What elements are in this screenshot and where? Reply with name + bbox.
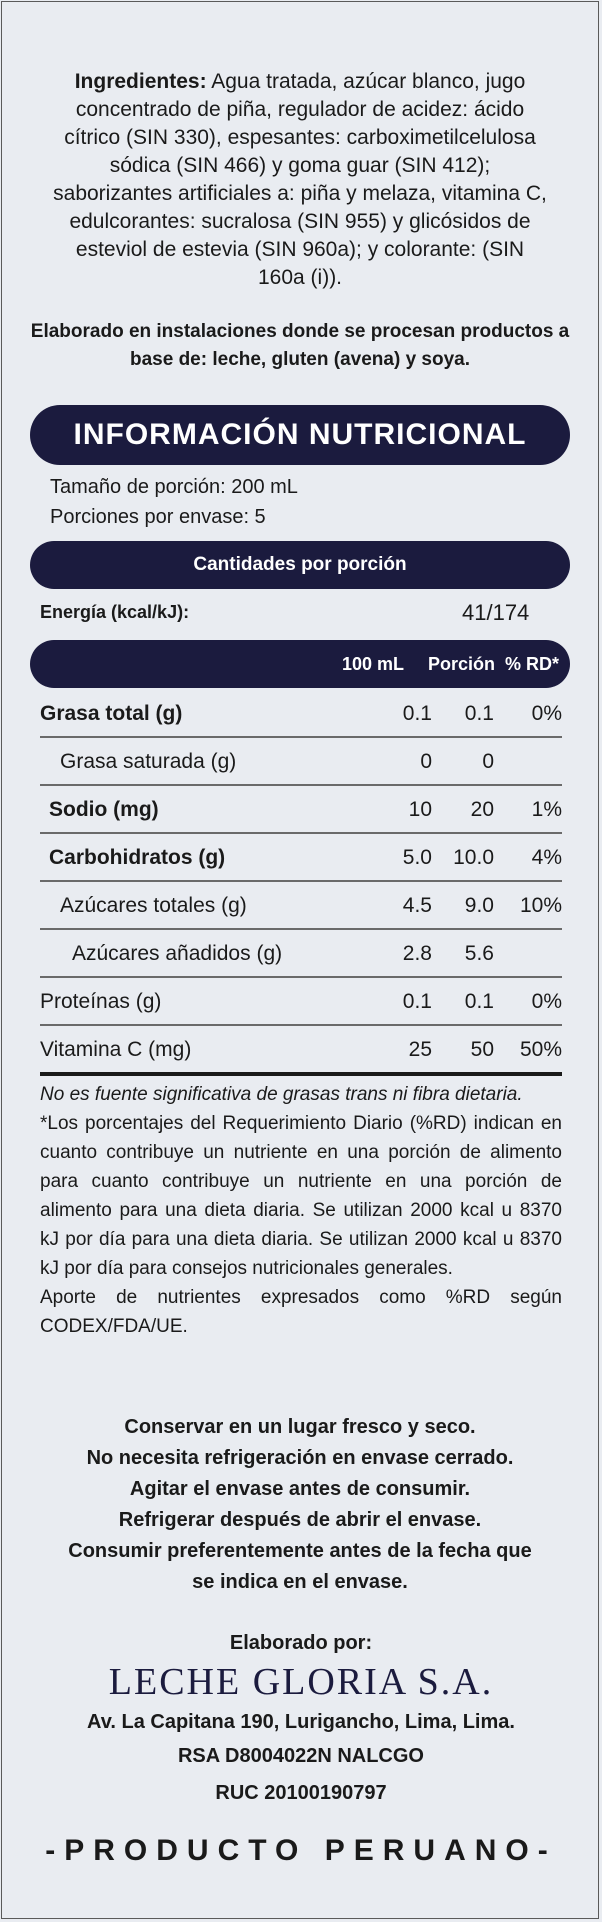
nutrient-table: Grasa total (g) 0.1 0.1 0% Grasa saturad… — [40, 690, 562, 1076]
nutrient-rd: 0% — [531, 990, 562, 1013]
energy-label: Energía (kcal/kJ): — [40, 602, 190, 622]
trans-fat-note: No es fuente significativa de grasas tra… — [40, 1084, 523, 1105]
nutrient-portion: 0.1 — [464, 990, 494, 1013]
nutrient-portion: 9.0 — [464, 894, 494, 917]
col-portion: Porción — [428, 653, 496, 674]
nutrient-rd: 1% — [531, 798, 562, 821]
nutrient-rd: 50% — [519, 1038, 562, 1061]
nutrient-label: Sodio (mg) — [49, 798, 159, 821]
nutrient-label: Grasa total (g) — [40, 702, 183, 725]
col-rd: % RD* — [505, 653, 560, 674]
table-row: Carbohidratos (g) 5.0 10.0 4% — [40, 834, 562, 882]
nutrient-100ml: 0.1 — [402, 990, 432, 1013]
nutrient-label: Vitamina C (mg) — [40, 1038, 192, 1061]
nutrient-label: Azúcares totales (g) — [60, 894, 247, 917]
nutrient-100ml: 25 — [408, 1038, 432, 1061]
energy-value: 41/174 — [462, 600, 530, 625]
columns-header-band: 100 mL Porción % RD* — [30, 640, 570, 688]
rd-explanation: *Los porcentajes del Requerimiento Diari… — [40, 1113, 562, 1279]
col-100ml: 100 mL — [342, 653, 405, 674]
nutrient-label: Carbohidratos (g) — [49, 846, 226, 869]
rd-source: Aporte de nutrientes expresados como %RD… — [40, 1287, 562, 1337]
nutrient-portion: 50 — [470, 1038, 494, 1061]
amounts-header-band: Cantidades por porción — [30, 541, 570, 589]
table-row: Vitamina C (mg) 25 50 50% — [40, 1026, 562, 1076]
storage-line: Conservar en un lugar fresco y seco. — [124, 1416, 476, 1438]
storage-line: Agitar el envase antes de consumir. — [129, 1478, 471, 1500]
storage-line: Consumir preferentemente antes de la fec… — [68, 1540, 532, 1562]
nutrient-rd: 0% — [531, 702, 562, 725]
company-address: Av. La Capitana 190, Lurigancho, Lima, L… — [87, 1711, 515, 1733]
nutrient-portion: 10.0 — [453, 846, 494, 869]
ingredients-text: Ingredientes: Agua tratada, azúcar blanc… — [50, 68, 550, 292]
table-row: Azúcares añadidos (g) 2.8 5.6 — [40, 930, 562, 978]
table-row: Sodio (mg) 10 20 1% — [40, 786, 562, 834]
storage-line: se indica en el envase. — [192, 1571, 408, 1593]
nutrient-100ml: 2.8 — [402, 942, 432, 965]
nutrient-portion: 20 — [470, 798, 494, 821]
nutrition-title-band: INFORMACIÓN NUTRICIONAL — [30, 405, 570, 465]
nutrient-rd: 10% — [519, 894, 562, 917]
storage-instructions: Conservar en un lugar fresco y seco. No … — [30, 1412, 570, 1598]
origin-label: -PRODUCTO PERUANO- — [45, 1834, 557, 1867]
nutrient-rd: 4% — [531, 846, 562, 869]
table-row: Proteínas (g) 0.1 0.1 0% — [40, 978, 562, 1026]
nutrient-100ml: 4.5 — [402, 894, 432, 917]
table-row: Grasa total (g) 0.1 0.1 0% — [40, 690, 562, 738]
rsa-code: RSA D8004022N NALCGO — [177, 1745, 424, 1767]
nutrient-label: Proteínas (g) — [40, 990, 162, 1013]
nutrient-portion: 0.1 — [464, 702, 494, 725]
storage-line: Refrigerar después de abrir el envase. — [118, 1509, 482, 1531]
nutrient-100ml: 5.0 — [402, 846, 432, 869]
nutrient-100ml: 0.1 — [402, 702, 432, 725]
amounts-header: Cantidades por porción — [193, 554, 407, 575]
nutrient-label: Azúcares añadidos (g) — [72, 942, 283, 965]
ruc-code: RUC 20100190797 — [215, 1782, 387, 1804]
servings-per-container: Porciones por envase: 5 — [50, 506, 266, 528]
nutrient-portion: 0 — [482, 750, 494, 773]
nutrition-title: INFORMACIÓN NUTRICIONAL — [73, 418, 527, 451]
ingredients-label: Ingredientes: — [74, 70, 207, 93]
nutrient-label: Grasa saturada (g) — [60, 750, 237, 773]
nutrient-portion: 5.6 — [464, 942, 494, 965]
table-row: Azúcares totales (g) 4.5 9.0 10% — [40, 882, 562, 930]
company-name: LECHE GLORIA S.A. — [108, 1661, 494, 1703]
storage-line: No necesita refrigeración en envase cerr… — [86, 1447, 514, 1469]
serving-size: Tamaño de porción: 200 mL — [50, 476, 298, 498]
made-by-label: Elaborado por: — [229, 1632, 373, 1654]
nutrient-100ml: 10 — [408, 798, 432, 821]
allergen-notice: Elaborado en instalaciones donde se proc… — [30, 321, 570, 370]
ingredients-list: Agua tratada, azúcar blanco, jugo concen… — [53, 70, 547, 289]
table-row: Grasa saturada (g) 0 0 — [40, 738, 562, 786]
nutrient-100ml: 0 — [420, 750, 432, 773]
footnotes: No es fuente significativa de grasas tra… — [40, 1080, 562, 1341]
